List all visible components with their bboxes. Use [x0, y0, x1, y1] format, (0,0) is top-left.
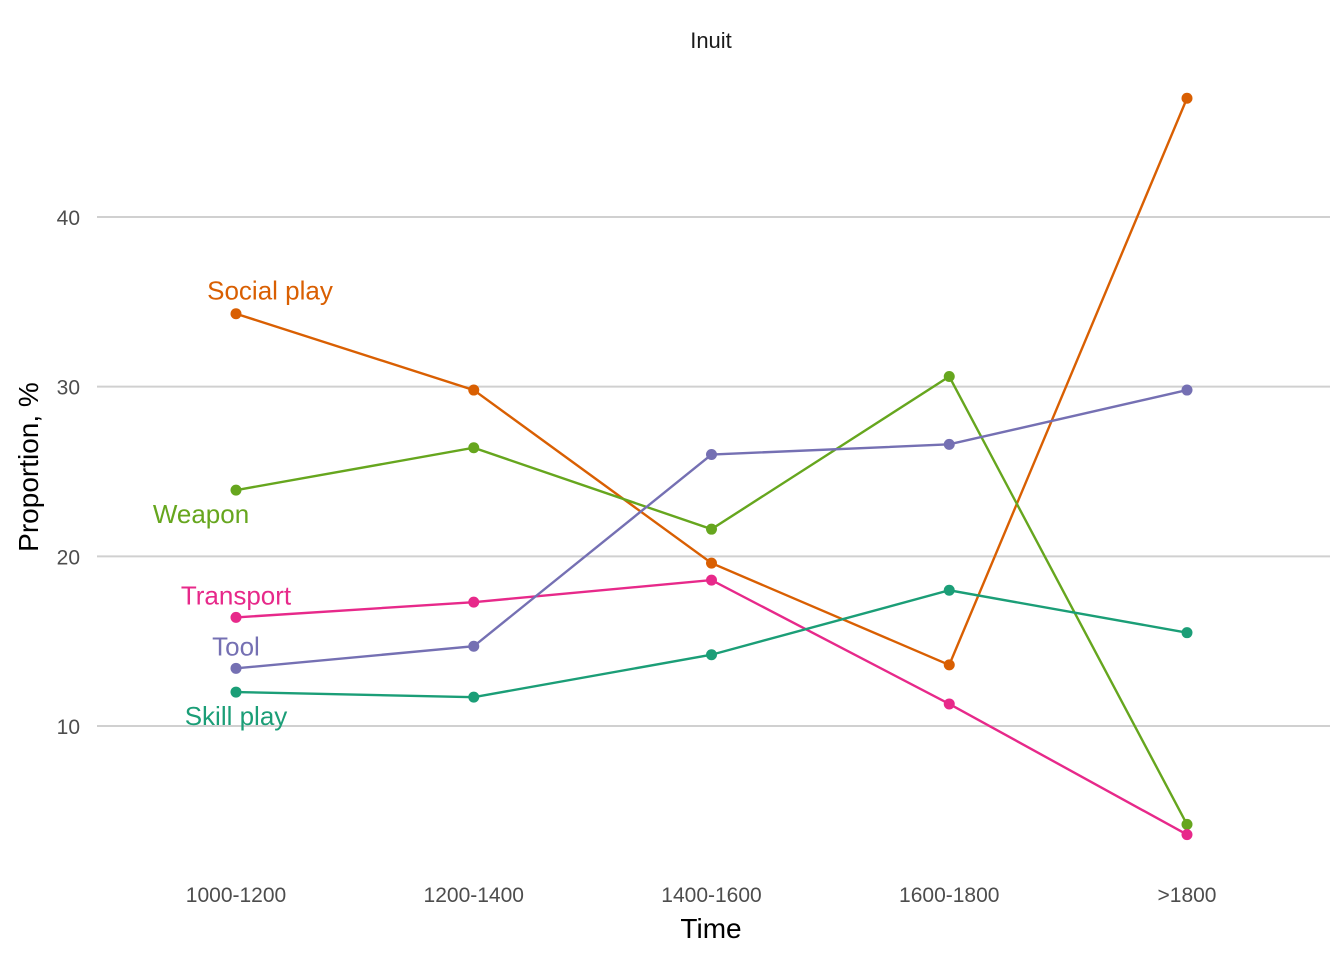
data-point [230, 662, 242, 674]
x-tick-label: >1800 [1158, 884, 1217, 907]
data-point [706, 649, 717, 661]
series-weapon [230, 370, 1193, 830]
series-tool [230, 384, 1193, 674]
series-label: Tool [212, 631, 260, 661]
gridlines [97, 216, 1330, 727]
y-tick-label: 30 [57, 377, 80, 400]
series-skill-play [230, 584, 1193, 703]
x-tick-label: 1400-1600 [661, 884, 761, 907]
data-point [706, 523, 717, 535]
x-axis-ticks: 1000-1200 1200-1400 1400-1600 1600-1800 >180… [186, 884, 1217, 907]
data-point [1181, 818, 1193, 830]
data-point [943, 438, 955, 450]
x-axis-title: Time [680, 913, 741, 944]
data-point [230, 308, 242, 320]
data-point [706, 574, 717, 586]
data-point [230, 686, 242, 698]
data-point [1181, 92, 1193, 104]
y-tick-label: 10 [57, 716, 80, 739]
data-point [943, 698, 955, 710]
x-tick-label: 1600-1800 [899, 884, 999, 907]
data-point [468, 384, 480, 396]
data-point [1181, 627, 1193, 639]
series-social-play [230, 92, 1193, 671]
data-point [943, 659, 955, 671]
data-point [1181, 384, 1193, 396]
x-tick-label: 1000-1200 [186, 884, 286, 907]
data-point [468, 691, 480, 703]
series-lines [230, 92, 1193, 841]
series-label: Skill play [185, 701, 288, 731]
series-line [235, 578, 1188, 836]
data-point [468, 640, 480, 652]
data-point [230, 611, 242, 623]
series-label: Social play [207, 276, 333, 306]
y-axis-title: Proportion, % [13, 382, 44, 552]
y-tick-label: 40 [57, 207, 80, 230]
data-point [230, 484, 242, 496]
series-labels: Social play Weapon Transport Tool Skill play [153, 276, 333, 731]
data-point [468, 442, 480, 454]
data-point [1181, 829, 1193, 841]
series-label: Weapon [153, 499, 249, 529]
y-axis-ticks: 10 20 30 40 [57, 207, 80, 739]
chart-title: Inuit [690, 28, 732, 53]
series-label: Transport [181, 580, 292, 610]
x-tick-label: 1200-1400 [424, 884, 524, 907]
data-point [706, 449, 717, 461]
data-point [706, 557, 717, 569]
data-point [943, 584, 955, 596]
series-line [235, 589, 1188, 699]
series-transport [230, 574, 1193, 841]
data-point [468, 596, 480, 608]
y-tick-label: 20 [57, 546, 80, 569]
data-point [943, 370, 955, 382]
